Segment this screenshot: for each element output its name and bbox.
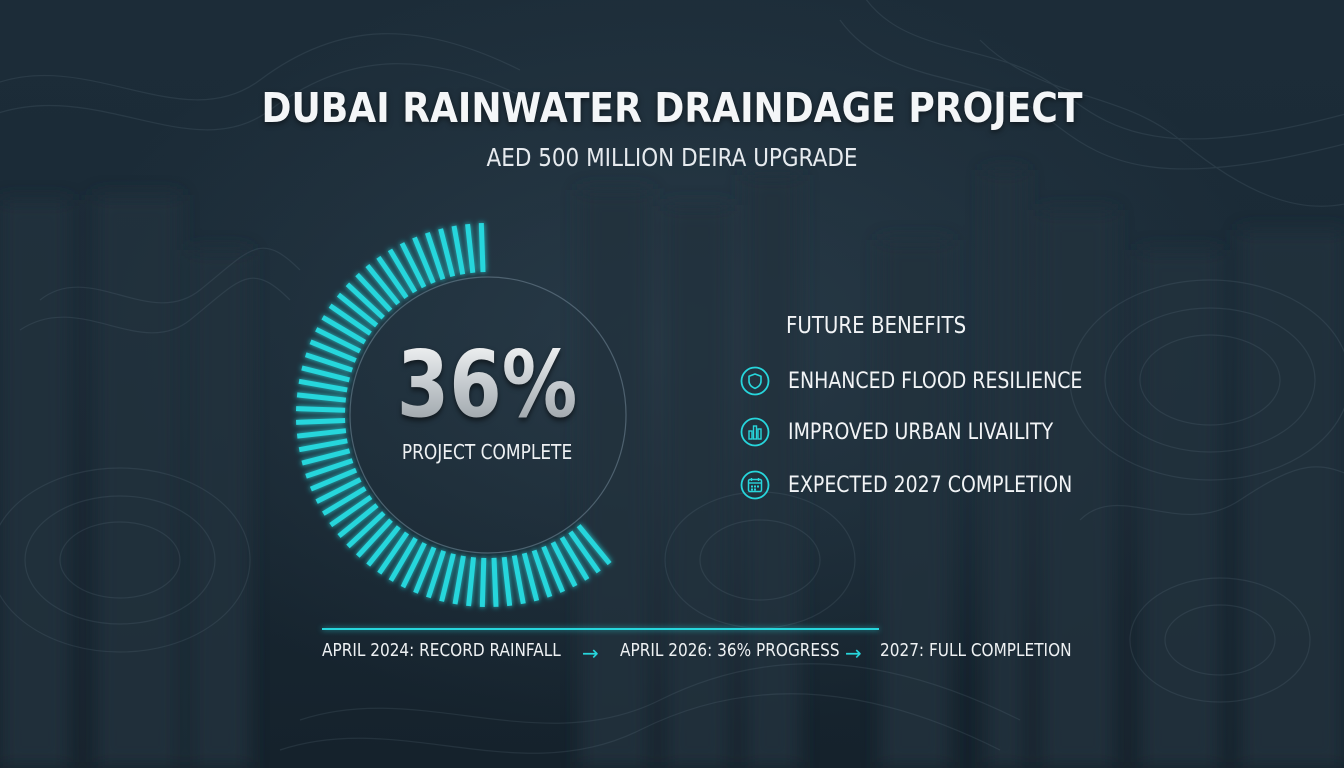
gauge-tick xyxy=(346,511,386,549)
gauge-tick xyxy=(412,236,436,284)
progress-label: PROJECT COMPLETE xyxy=(401,440,573,464)
gauge-tick xyxy=(309,339,357,363)
gauge-tick xyxy=(465,223,476,274)
gauge-tick xyxy=(328,303,372,336)
shield-icon xyxy=(740,366,770,396)
gauge-track xyxy=(349,276,627,554)
benefits-heading: FUTURE BENEFITS xyxy=(786,313,967,339)
gauge-tick xyxy=(568,530,601,574)
gauge-tick xyxy=(491,557,499,607)
gauge-tick xyxy=(531,549,553,598)
gauge-tick xyxy=(439,553,456,602)
gauge-tick xyxy=(301,448,351,466)
gauge-tick xyxy=(337,503,379,539)
gauge-tick xyxy=(315,477,362,504)
progress-percent: 36% xyxy=(393,330,582,440)
benefit-label: ENHANCED FLOOD RESILIENCE xyxy=(788,368,1083,394)
page-subtitle: AED 500 MILLION DEIRA UPGRADE xyxy=(486,143,858,172)
gauge-tick xyxy=(511,555,526,605)
gauge-tick xyxy=(426,550,446,599)
benefit-flood-resilience: ENHANCED FLOOD RESILIENCE xyxy=(740,365,1130,397)
benefit-label: EXPECTED 2027 COMPLETION xyxy=(788,472,1073,498)
gauge-tick xyxy=(355,518,393,558)
gauge-tick xyxy=(550,541,578,588)
gauge-tick xyxy=(576,524,612,566)
gauge-tick xyxy=(329,494,373,528)
gauge-tick xyxy=(425,232,446,281)
gauge-tick xyxy=(296,428,347,439)
gauge-tick xyxy=(452,555,466,605)
gauge-tick xyxy=(296,392,347,403)
gauge-tick xyxy=(355,272,393,313)
gauge-tick xyxy=(298,378,348,393)
gauge-tick xyxy=(301,365,351,383)
gauge-tick xyxy=(377,531,410,575)
timeline-line xyxy=(322,628,879,630)
gauge-tick xyxy=(304,352,353,373)
gauge-tick xyxy=(478,223,486,273)
gauge-tick xyxy=(305,458,354,479)
gauge-tick xyxy=(298,438,348,453)
gauge-tick xyxy=(296,418,346,425)
gauge-tick xyxy=(466,557,476,607)
gauge-tick xyxy=(336,292,379,328)
gauge-tick xyxy=(399,242,427,289)
gauge-tick xyxy=(388,537,418,582)
gauge-tick xyxy=(559,536,590,581)
gauge-tick xyxy=(400,542,427,589)
gauge-tick xyxy=(438,228,456,278)
gauge-tick xyxy=(321,315,367,345)
timeline-item-2027: 2027: FULL COMPLETION xyxy=(880,640,1072,661)
gauge-tick xyxy=(521,552,540,602)
gauge-tick xyxy=(479,557,487,607)
benefit-label: IMPROVED URBAN LIVAILITY xyxy=(788,419,1054,445)
calendar-icon xyxy=(740,470,770,500)
benefit-urban-livability: IMPROVED URBAN LIVAILITY xyxy=(740,416,1096,448)
timeline-arrow-icon: → xyxy=(845,641,862,665)
gauge-tick xyxy=(309,467,358,492)
gauge-tick xyxy=(541,545,566,593)
gauge-tick xyxy=(365,264,401,306)
gauge-tick xyxy=(322,486,367,516)
gauge-tick xyxy=(413,546,437,594)
timeline-item-2024: APRIL 2024: RECORD RAINFALL xyxy=(322,640,561,661)
benefit-expected-completion: EXPECTED 2027 COMPLETION xyxy=(740,469,1119,501)
gauge-tick xyxy=(315,327,362,354)
gauge-tick xyxy=(366,525,401,567)
gauge-tick xyxy=(387,248,418,294)
timeline-item-2026: APRIL 2026: 36% PROGRESS xyxy=(620,640,840,661)
gauge-tick xyxy=(501,556,513,607)
page-title: DUBAI RAINWATER DRAINDAGE PROJECT xyxy=(261,84,1083,132)
gauge-tick xyxy=(345,282,385,320)
city-icon xyxy=(740,417,770,447)
gauge-tick xyxy=(451,225,466,275)
gauge-tick xyxy=(296,406,346,413)
timeline-arrow-icon: → xyxy=(582,641,599,665)
gauge-tick xyxy=(376,255,409,300)
